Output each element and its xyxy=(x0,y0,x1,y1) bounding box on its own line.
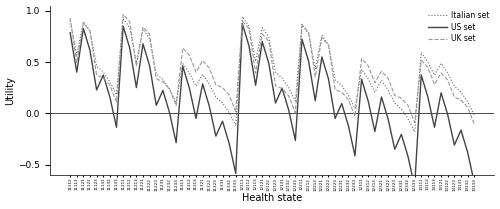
UK set xyxy=(471,123,477,125)
UK set xyxy=(425,66,431,69)
Italian set xyxy=(432,74,438,76)
Italian set xyxy=(319,34,325,36)
US set xyxy=(432,126,438,129)
Legend: Italian set, US set, UK set: Italian set, US set, UK set xyxy=(426,9,490,45)
US set xyxy=(240,23,246,25)
US set xyxy=(173,141,179,144)
X-axis label: Health state: Health state xyxy=(242,194,302,203)
UK set xyxy=(67,17,73,19)
US set xyxy=(471,181,477,184)
Y-axis label: Utility: Utility xyxy=(6,76,16,105)
Italian set xyxy=(272,71,278,74)
Italian set xyxy=(173,101,179,104)
Italian set xyxy=(471,114,477,116)
Line: Italian set: Italian set xyxy=(70,17,474,132)
UK set xyxy=(180,47,186,49)
Line: UK set: UK set xyxy=(70,14,474,124)
Italian set xyxy=(100,71,106,73)
Line: US set: US set xyxy=(70,24,474,187)
UK set xyxy=(100,77,106,79)
UK set xyxy=(154,78,160,80)
Italian set xyxy=(240,15,246,18)
Italian set xyxy=(67,19,73,22)
US set xyxy=(319,56,325,58)
US set xyxy=(412,185,418,188)
Italian set xyxy=(412,131,418,133)
Italian set xyxy=(146,38,152,40)
UK set xyxy=(319,36,325,39)
US set xyxy=(272,102,278,104)
US set xyxy=(146,65,152,67)
UK set xyxy=(272,85,278,87)
US set xyxy=(100,74,106,76)
US set xyxy=(67,32,73,34)
UK set xyxy=(120,13,126,16)
